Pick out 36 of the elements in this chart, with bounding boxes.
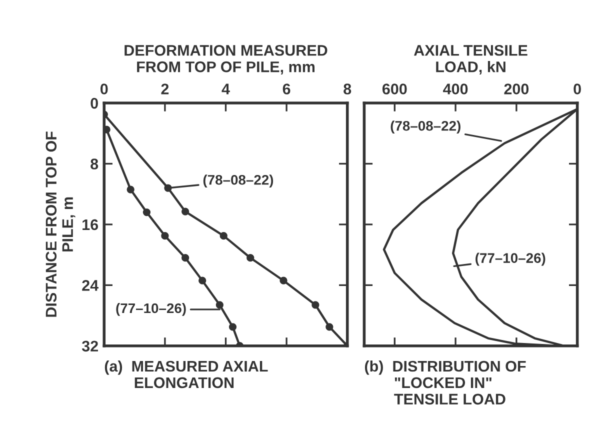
point (246, 254, 254, 262)
annotation: (77–10–26) (476, 252, 546, 266)
y-tick-label: 32 (82, 340, 98, 352)
point (216, 301, 224, 309)
x-tick-label: 8 (344, 84, 352, 94)
x-tick-label: 4 (222, 84, 230, 94)
x-tick-label: 0 (100, 84, 108, 94)
point (126, 186, 134, 194)
annotation: (78–08–22) (390, 120, 460, 134)
x-tick-label: 6 (282, 84, 290, 94)
x-axis-title: DEFORMATION MEASURED FROM TOP OF PILE, mm (124, 44, 328, 74)
point (198, 276, 206, 284)
point (161, 232, 169, 240)
point (181, 254, 190, 262)
annotation: (78–08–22) (203, 174, 274, 188)
x-tick-label: 2 (161, 84, 169, 94)
point (312, 301, 320, 309)
point (142, 208, 151, 216)
annotation: (77–10–26) (116, 302, 186, 316)
x-tick-label: 400 (443, 84, 468, 94)
point (220, 232, 228, 240)
y-tick-label: 8 (90, 158, 98, 170)
y-tick-label: 0 (90, 98, 98, 109)
x-tick-label: 200 (504, 84, 529, 94)
point (228, 323, 237, 331)
y-axis-title: DISTANCE FROM TOP OF PILE, m (46, 132, 76, 317)
point (181, 208, 190, 216)
y-tick-label: 24 (82, 280, 99, 291)
x-axis-title: AXIAL TENSILE LOAD, kN (414, 44, 528, 74)
point (280, 276, 288, 284)
y-tick-label: 16 (82, 219, 98, 230)
text: (b) DISTRIBUTION OF "LOCKED IN" TENSILE LOAD (364, 360, 526, 405)
text: (a) MEASURED AXIAL ELONGATION (104, 360, 268, 388)
point (326, 323, 334, 331)
x-tick-label: 600 (382, 84, 407, 94)
x-tick-label: 0 (574, 84, 581, 94)
